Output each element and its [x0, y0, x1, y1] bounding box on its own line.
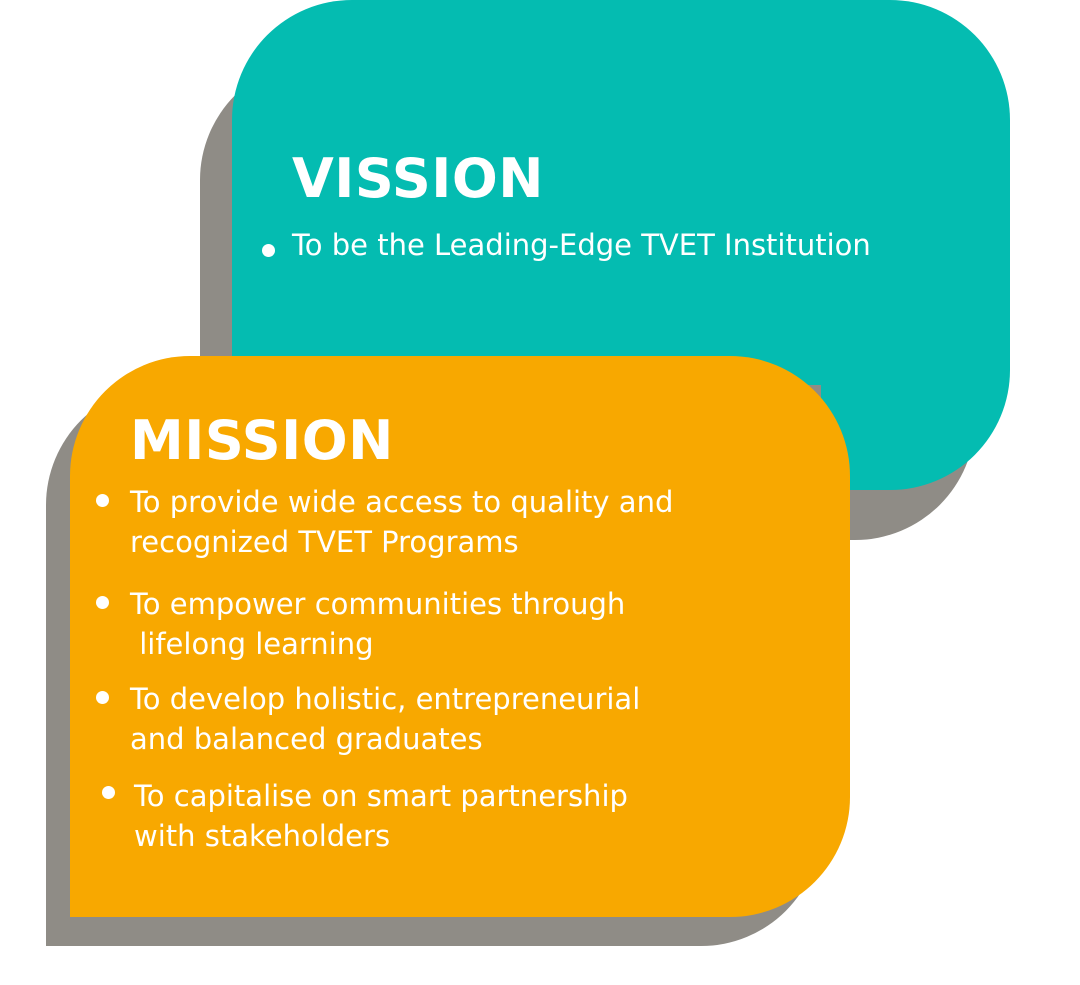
mission-title: MISSION	[130, 409, 394, 472]
bullet-icon	[102, 786, 115, 799]
mission-item-line: and balanced graduates	[130, 722, 483, 756]
mission-item-line: lifelong learning	[130, 627, 374, 661]
mission-item-line: To provide wide access to quality and	[130, 485, 674, 519]
mission-item-1: To provide wide access to quality and re…	[130, 482, 673, 562]
vision-title: VISSION	[292, 147, 544, 210]
mission-item-line: To capitalise on smart partnership	[134, 779, 628, 813]
mission-item-line: with stakeholders	[134, 819, 391, 853]
bullet-icon	[262, 244, 275, 257]
bullet-icon	[96, 494, 109, 507]
mission-item-3: To develop holistic, entrepreneurial and…	[130, 679, 640, 759]
mission-item-4: To capitalise on smart partnership with …	[134, 776, 628, 856]
bullet-icon	[96, 596, 109, 609]
mission-card: MISSION To provide wide access to qualit…	[70, 356, 850, 917]
bullet-icon	[96, 691, 109, 704]
vision-item: To be the Leading-Edge TVET Institution	[292, 228, 871, 262]
mission-item-line: To develop holistic, entrepreneurial	[130, 682, 641, 716]
mission-item-line: recognized TVET Programs	[130, 525, 519, 559]
mission-item-line: To empower communities through	[130, 587, 626, 621]
mission-item-2: To empower communities through lifelong …	[130, 584, 625, 664]
